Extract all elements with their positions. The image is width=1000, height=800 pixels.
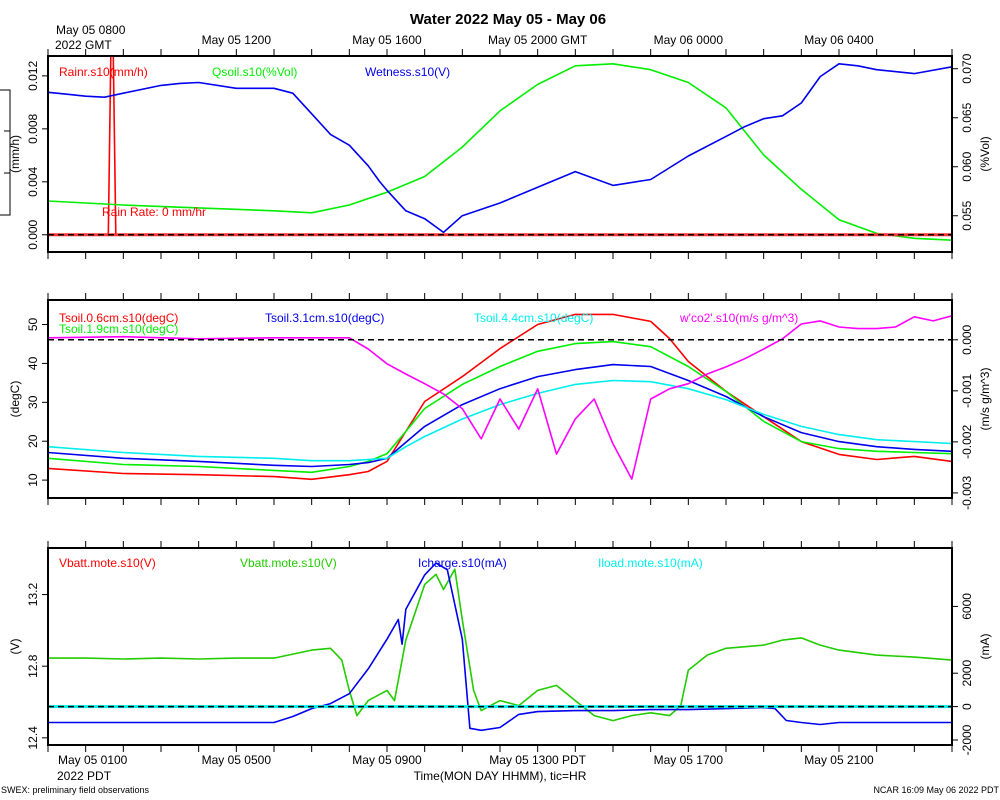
- panel-2: 10 20 30 40 50 0.000 -0.001 -0.002 -0.003 (degC) (…: [8, 293, 992, 510]
- legend-entry: Wetness.s10(V): [365, 65, 450, 79]
- y-left-tick-label: 0.008: [26, 113, 40, 143]
- y-left-tick-label: 13.2: [26, 583, 40, 607]
- y-right-tick-label: 0.055: [960, 200, 974, 230]
- y-left-tick-label: 50: [26, 318, 40, 332]
- legend-entry: Tsoil.4.4cm.s10(degC): [474, 311, 593, 325]
- series-line-4: [48, 315, 952, 480]
- series-line-1: [48, 340, 952, 474]
- x-ticks: [47, 541, 953, 752]
- panel-1: 0.000 0.004 0.008 0.012 0.055 0.060 0.065 0.070…: [8, 49, 992, 259]
- series-line-2: [48, 62, 952, 234]
- series-line-2: [48, 363, 952, 468]
- chart-title: Water 2022 May 05 - May 06: [410, 11, 606, 28]
- y-left-tick-label: 0.004: [26, 166, 40, 196]
- panel-frame: [47, 55, 953, 253]
- bottom-axis-tick-label: May 05 0900: [352, 753, 422, 767]
- annotation: Rain Rate: 0 mm/hr: [102, 205, 206, 219]
- y-right-tick-label: -0.003: [960, 476, 974, 510]
- top-axis-first-label-line2: 2022 GMT: [55, 38, 112, 52]
- y-left-tick-label: 10: [26, 473, 40, 487]
- y-right-tick-label: -0.001: [960, 373, 974, 407]
- plot-area: [48, 56, 952, 241]
- series-line-1: [48, 62, 952, 241]
- legend-entry: Tsoil.1.9cm.s10(degC): [59, 322, 178, 336]
- x-ticks: [47, 293, 953, 505]
- panel-frame: [47, 299, 953, 499]
- bottom-axis-tick-label: May 05 0100: [58, 753, 128, 767]
- y-left-axis-label: (degC): [8, 381, 22, 418]
- series-line-2: [48, 562, 952, 732]
- legend-entry: Tsoil.3.1cm.s10(degC): [265, 311, 384, 325]
- y-left-tick-label: 12.8: [26, 654, 40, 678]
- x-axis-label: Time(MON DAY HHMM), tic=HR: [414, 769, 587, 783]
- y-right-tick-label: -2000: [960, 724, 974, 755]
- y-left-tick-label: 0.000: [26, 219, 40, 249]
- plot-area: [48, 313, 952, 481]
- legend-entry: Vbatt.mote.s10(V): [59, 556, 156, 570]
- y-right-tick-label: 0.060: [960, 151, 974, 181]
- bottom-axis-labels: May 05 0100 May 05 0500 May 05 0900 May 05 …: [58, 753, 874, 767]
- y-right-tick-label: -0.002: [960, 425, 974, 459]
- bottom-axis-tick-label: May 05 1700: [654, 753, 724, 767]
- legend-entry: Tsoil.0.6cm.s10(degC): [59, 311, 178, 325]
- bottom-axis-tick-label: May 05 2100: [804, 753, 874, 767]
- legend-entry: Icharge.s10(mA): [418, 556, 507, 570]
- legend-entry: Qsoil.s10(%Vol): [212, 65, 297, 79]
- top-axis-tick-label: May 06 0000: [654, 33, 724, 47]
- panel-3: 12.4 12.8 13.2 -2000 0 2000 6000 (V) (mA) Vbatt.m…: [8, 541, 992, 755]
- y-left-tick-label: 12.4: [26, 726, 40, 750]
- top-axis-tick-label: May 05 1600: [352, 33, 422, 47]
- top-axis-tick-label: May 06 0400: [804, 33, 874, 47]
- y-right-tick-label: 2000: [960, 660, 974, 687]
- footer-left: SWEX: preliminary field observations: [1, 785, 150, 795]
- y-right-tick-label: 0.000: [960, 324, 974, 354]
- y-right-tick-label: 6000: [960, 593, 974, 620]
- series-line-1: [48, 568, 952, 722]
- bottom-axis-tick-label: May 05 0500: [202, 753, 272, 767]
- top-axis-tick-label: May 05 1200: [202, 33, 272, 47]
- legend-entry: Iload.mote.s10(mA): [598, 556, 703, 570]
- legend-entry: Rainr.s10(mm/h): [59, 65, 148, 79]
- bottom-axis-year-label: 2022 PDT: [57, 769, 112, 783]
- legend-entry: w'co2'.s10(m/s g/m^3): [679, 311, 798, 325]
- y-right-axis-label: (%Vol): [978, 136, 992, 171]
- top-axis-first-label-line1: May 05 0800: [56, 23, 126, 37]
- y-left-tick-label: 40: [26, 356, 40, 370]
- y-right-tick-label: 0: [960, 703, 974, 710]
- top-axis-tick-label: May 05 2000 GMT: [488, 33, 588, 47]
- left-edge-frame: [0, 89, 11, 216]
- y-left-axis-label: (mm/h): [8, 135, 22, 173]
- plot-area: [48, 562, 952, 732]
- y-left-axis-label: (V): [8, 639, 22, 655]
- legend-entry: Vbatt.mote.s10(V): [240, 556, 337, 570]
- panel-frame: [47, 547, 953, 746]
- x-ticks: [47, 49, 953, 259]
- y-right-axis-label: (m/s g/m^3): [978, 368, 992, 431]
- y-right-axis-label: (mA): [978, 634, 992, 660]
- top-axis-labels: May 05 1200 May 05 1600 May 05 2000 GMT May…: [202, 33, 874, 47]
- bottom-axis-tick-label: May 05 1300 PDT: [489, 753, 586, 767]
- series-line-3: [48, 379, 952, 462]
- y-right-tick-label: 0.070: [960, 53, 974, 83]
- y-left-tick-label: 30: [26, 395, 40, 409]
- y-left-tick-label: 20: [26, 434, 40, 448]
- y-left-tick-label: 0.012: [26, 61, 40, 91]
- footer-right: NCAR 16:09 May 06 2022 PDT: [873, 785, 999, 795]
- y-right-tick-label: 0.065: [960, 102, 974, 132]
